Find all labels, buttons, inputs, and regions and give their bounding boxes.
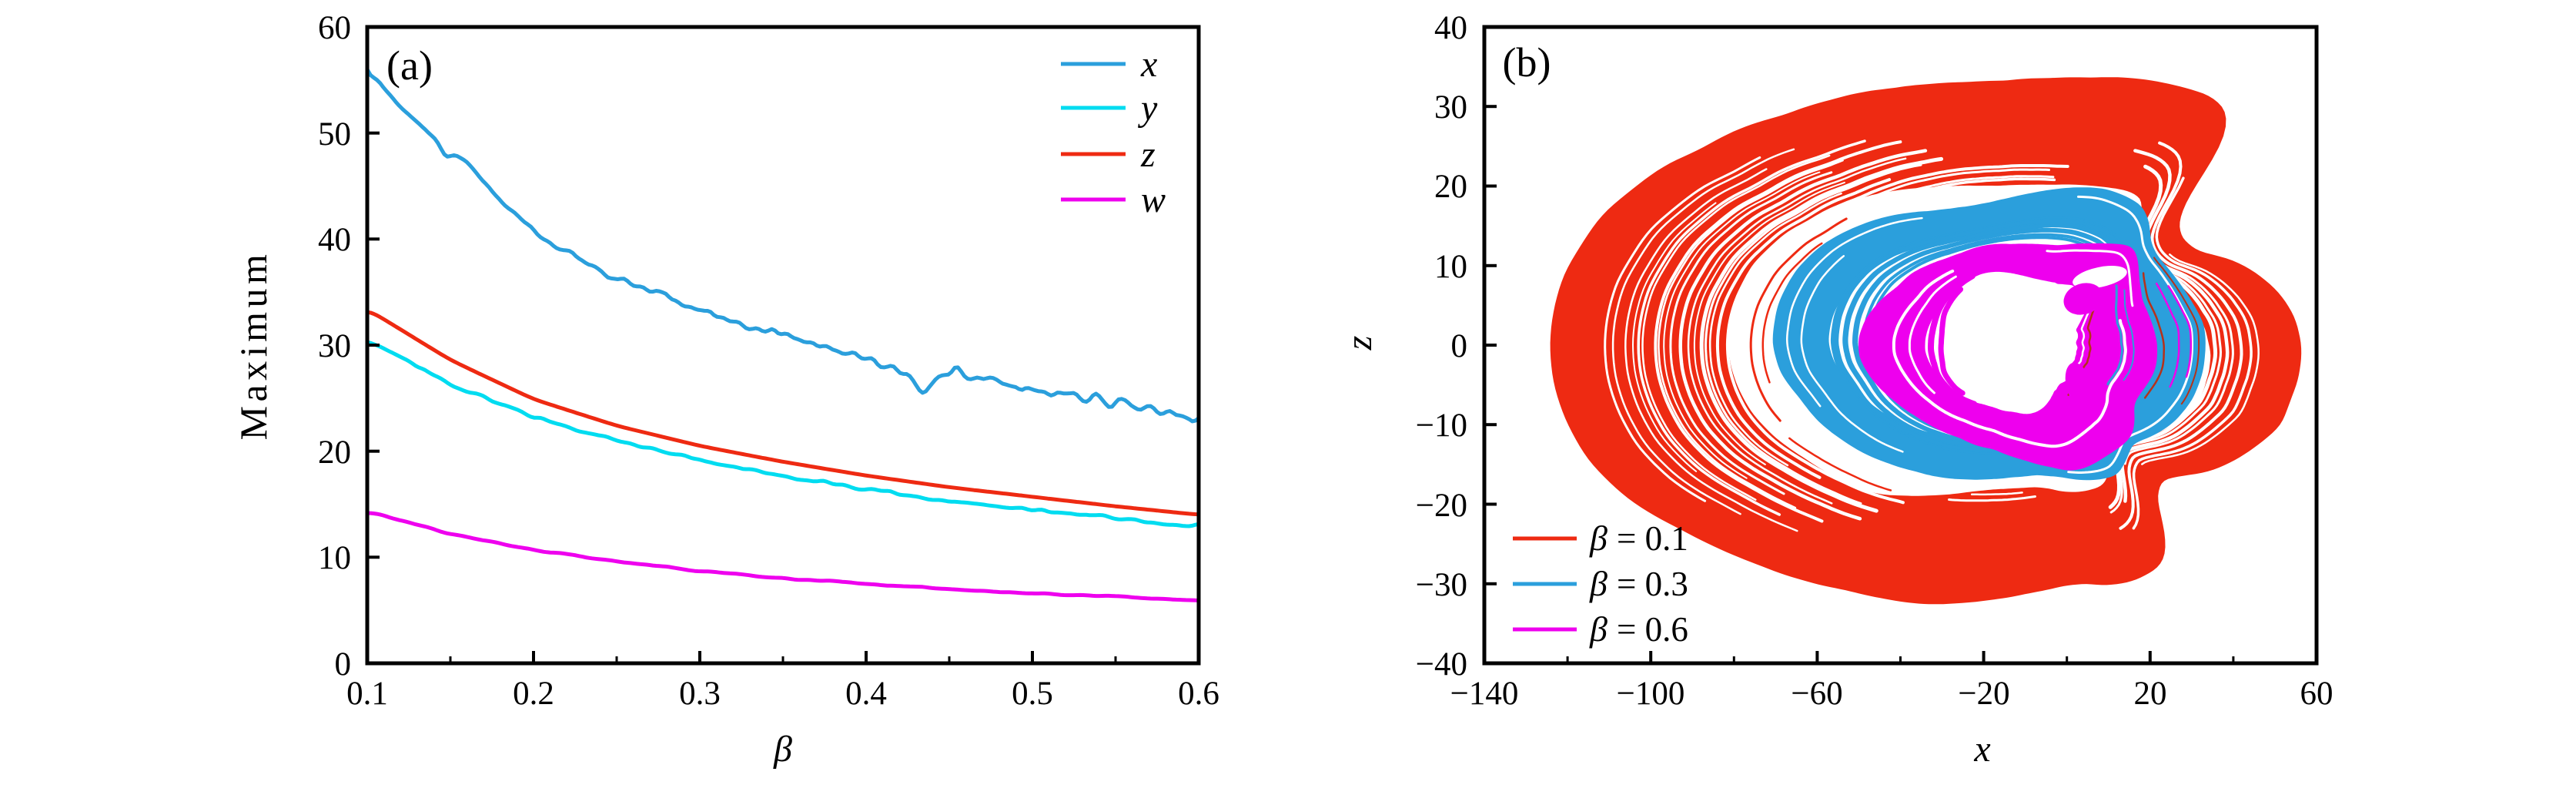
svg-text:x: x (1973, 729, 1990, 770)
svg-text:β: β (1589, 609, 1607, 649)
svg-text:−100: −100 (1617, 676, 1685, 712)
svg-text:40: 40 (318, 222, 351, 258)
svg-text:−60: −60 (1791, 676, 1842, 712)
svg-text:10: 10 (318, 540, 351, 576)
svg-text:0.3: 0.3 (679, 676, 721, 712)
svg-text:= 0.1: = 0.1 (1617, 519, 1688, 558)
svg-text:−10: −10 (1416, 408, 1467, 444)
svg-text:0.1: 0.1 (346, 676, 388, 712)
svg-text:Maximum: Maximum (232, 250, 275, 441)
svg-text:0: 0 (1451, 328, 1468, 364)
svg-text:20: 20 (318, 434, 351, 471)
svg-text:0.6: 0.6 (1178, 676, 1219, 712)
svg-text:β: β (1589, 564, 1607, 603)
svg-text:−40: −40 (1416, 646, 1467, 683)
svg-text:x: x (1140, 44, 1157, 85)
svg-text:(b): (b) (1503, 39, 1551, 86)
svg-text:20: 20 (2134, 676, 2167, 712)
svg-text:z: z (1140, 134, 1156, 175)
svg-text:= 0.3: = 0.3 (1617, 565, 1688, 603)
svg-text:30: 30 (1434, 89, 1467, 126)
svg-text:10: 10 (1434, 249, 1467, 285)
svg-text:20: 20 (1434, 169, 1467, 205)
svg-text:w: w (1141, 179, 1166, 220)
svg-text:30: 30 (318, 328, 351, 364)
svg-text:= 0.6: = 0.6 (1617, 610, 1688, 649)
svg-text:z: z (1339, 335, 1380, 351)
svg-text:−20: −20 (1958, 676, 2009, 712)
svg-text:60: 60 (2300, 676, 2333, 712)
svg-text:−20: −20 (1416, 488, 1467, 524)
svg-text:60: 60 (318, 10, 351, 46)
svg-text:0.4: 0.4 (845, 676, 887, 712)
svg-text:−30: −30 (1416, 567, 1467, 603)
svg-text:50: 50 (318, 116, 351, 153)
svg-text:0.5: 0.5 (1012, 676, 1053, 712)
svg-text:40: 40 (1434, 10, 1467, 46)
svg-text:y: y (1137, 88, 1158, 129)
svg-text:(a): (a) (386, 42, 433, 89)
svg-text:β: β (773, 729, 792, 770)
svg-text:−140: −140 (1450, 676, 1519, 712)
svg-text:0.2: 0.2 (513, 676, 554, 712)
svg-text:β: β (1589, 518, 1607, 558)
svg-text:0: 0 (335, 646, 352, 683)
